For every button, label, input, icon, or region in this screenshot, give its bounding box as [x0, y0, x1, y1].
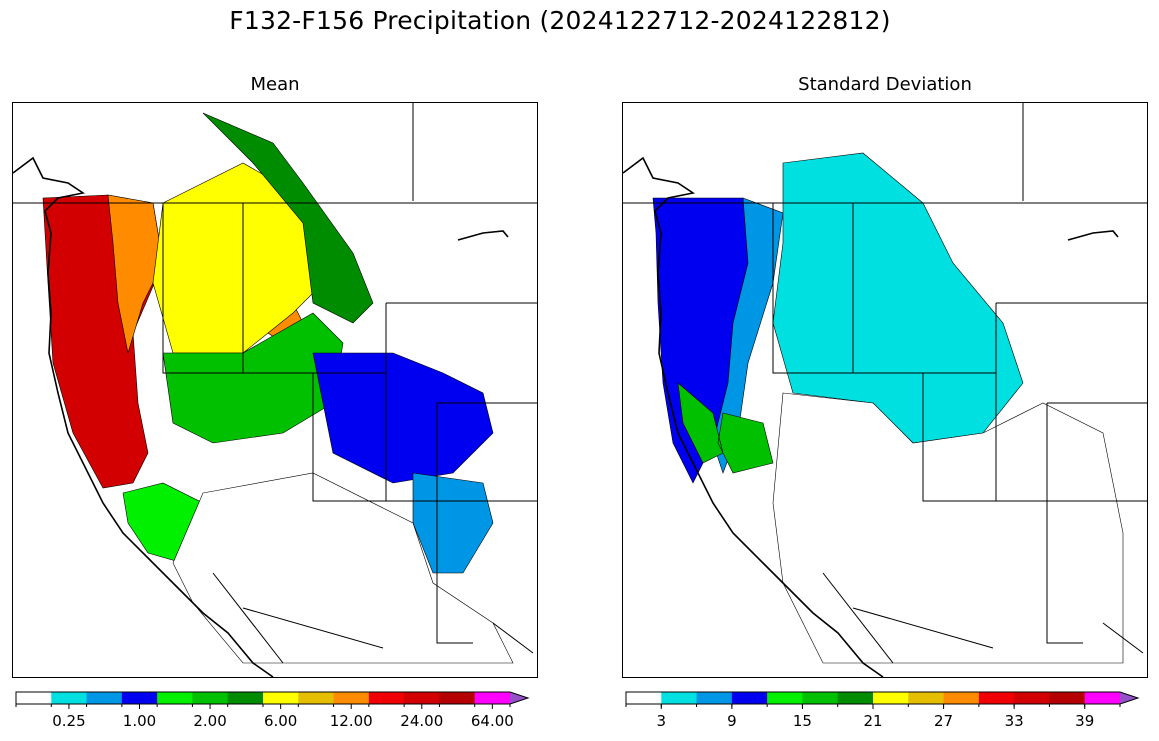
- mean-precip-map: [12, 102, 538, 678]
- colorbar-swatch: [767, 692, 803, 704]
- region-southwest-desert: [172, 472, 514, 664]
- colorbar-tick-label: 0.25: [52, 712, 85, 730]
- colorbar-swatch: [873, 692, 909, 704]
- colorbar-swatch: [192, 692, 229, 704]
- colorbar-tick-label: 21: [863, 712, 882, 730]
- std-dev-map-svg: [623, 103, 1147, 677]
- colorbar-swatch: [661, 692, 698, 704]
- colorbar-swatch: [943, 692, 980, 704]
- std-dev-panel-title: Standard Deviation: [798, 74, 972, 95]
- region-coastal-ca-pockets: [677, 382, 774, 474]
- colorbar-tick-label: 6.00: [264, 712, 297, 730]
- coastline: [623, 156, 884, 677]
- region-great-basin-southwest: [772, 392, 1124, 664]
- colorbar-swatch: [404, 692, 440, 704]
- colorbar-swatch: [298, 692, 335, 704]
- region-central-rockies-wy-co: [312, 352, 494, 484]
- colorbar-swatch: [16, 692, 52, 704]
- colorbar-tick-label: 9: [727, 712, 737, 730]
- colorbar-extend-arrow: [1120, 692, 1138, 704]
- colorbar-swatch: [978, 692, 1015, 704]
- colorbar-swatch: [1014, 692, 1050, 704]
- colorbar-swatch: [731, 692, 768, 704]
- colorbar-swatch: [474, 692, 511, 704]
- colorbar-outline: [625, 691, 1140, 705]
- state-borders: [623, 103, 1147, 664]
- mean-colorbar-svg: 0.25 1.00 2.00 6.00 12.00 24.00 64.00: [15, 691, 530, 730]
- colorbar-swatch: [86, 692, 123, 704]
- colorbar-swatch: [696, 692, 733, 704]
- region-upper-missouri-mt: [202, 112, 374, 324]
- colorbar-tick-label: 27: [934, 712, 953, 730]
- colorbar-outline: [15, 691, 530, 705]
- mean-panel-title: Mean: [250, 74, 300, 95]
- colorbar-tick-label: 33: [1005, 712, 1024, 730]
- std-dev-colorbar: 3 9 15 21 27 33 39: [625, 688, 1146, 738]
- colorbar-tick-label: 15: [793, 712, 812, 730]
- colorbar-tick-label: 64.00: [471, 712, 514, 730]
- colorbar-swatch: [837, 692, 874, 704]
- std-dev-colorbar-svg: 3 9 15 21 27 33 39: [625, 691, 1140, 730]
- colorbar-swatch: [1084, 692, 1121, 704]
- region-colorado-plateau-edge: [412, 472, 494, 574]
- colorbar-tick-label: 12.00: [330, 712, 373, 730]
- coastline: [13, 156, 274, 677]
- lake-michigan-shoreline: [1067, 230, 1119, 241]
- region-cascade-interior: [712, 197, 784, 474]
- colorbar-swatch: [439, 692, 476, 704]
- colorbar-swatch: [626, 692, 662, 704]
- colorbar-swatch: [227, 692, 264, 704]
- colorbar-tick-label: 3: [657, 712, 667, 730]
- colorbar-swatch: [333, 692, 370, 704]
- colorbar-swatch: [263, 692, 299, 704]
- mean-colorbar: 0.25 1.00 2.00 6.00 12.00 24.00 64.00: [15, 688, 536, 738]
- colorbar-tick-label: 1.00: [123, 712, 156, 730]
- colorbar-swatch: [157, 692, 193, 704]
- mean-map-svg: [13, 103, 537, 677]
- colorbar-swatch: [1049, 692, 1086, 704]
- lake-michigan-shoreline: [457, 230, 509, 241]
- state-borders: [13, 103, 537, 664]
- colorbar-extend-arrow: [510, 692, 528, 704]
- figure-title: F132-F156 Precipitation (2024122712-2024…: [229, 6, 891, 35]
- std-dev-precip-map: [622, 102, 1148, 678]
- colorbar-swatch: [802, 692, 839, 704]
- colorbar-swatch: [368, 692, 405, 704]
- colorbar-swatch: [51, 692, 88, 704]
- colorbar-tick-label: 24.00: [400, 712, 443, 730]
- colorbar-tick-label: 2.00: [193, 712, 226, 730]
- colorbar-tick-label: 39: [1075, 712, 1094, 730]
- colorbar-swatch: [121, 692, 158, 704]
- colorbar-swatch: [908, 692, 945, 704]
